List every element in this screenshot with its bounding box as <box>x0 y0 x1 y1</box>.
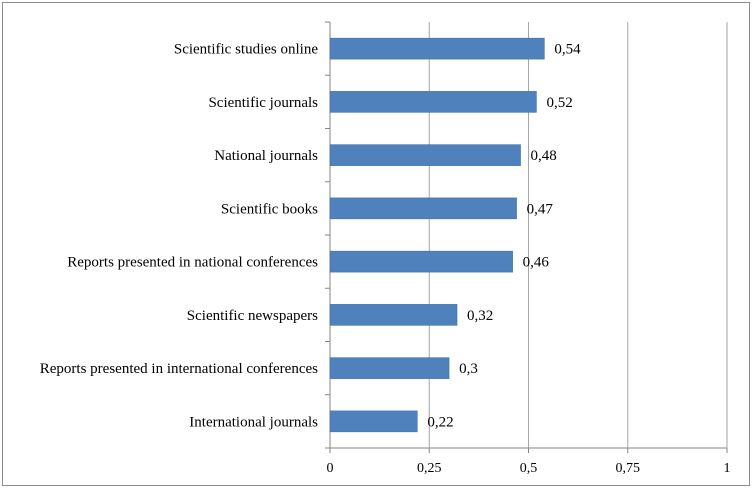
data-label: 0,3 <box>459 361 478 377</box>
gridlines <box>325 21 728 453</box>
x-tick-label: 0,25 <box>417 461 442 476</box>
bar <box>329 197 517 220</box>
x-tick-label: 0,75 <box>616 461 641 476</box>
bar <box>329 357 450 379</box>
data-label: 0,48 <box>531 148 557 164</box>
bar <box>329 304 458 326</box>
data-label: 0,22 <box>427 414 453 430</box>
bars <box>329 37 545 433</box>
data-label: 0,47 <box>527 201 554 217</box>
data-label: 0,54 <box>554 42 581 58</box>
category-label: National journals <box>214 148 318 164</box>
data-label: 0,52 <box>546 95 572 111</box>
labels: 0 0,25 0,5 0,75 1 0,54 Scientific studies onli… <box>40 42 731 476</box>
chart-frame <box>2 2 750 486</box>
x-tick-label: 1 <box>724 461 731 476</box>
bar <box>329 410 418 433</box>
category-label: International journals <box>189 414 318 430</box>
x-tick-label: 0,5 <box>520 461 538 476</box>
data-label: 0,32 <box>467 308 493 324</box>
category-label: Reports presented in national conference… <box>67 255 318 271</box>
bar <box>329 250 513 273</box>
category-label: Scientific studies online <box>174 42 318 58</box>
bar <box>329 144 521 166</box>
bar <box>329 37 545 60</box>
data-label: 0,46 <box>523 255 550 271</box>
category-label: Scientific newspapers <box>187 308 318 324</box>
category-label: Reports presented in international confe… <box>40 361 318 377</box>
x-tick-label: 0 <box>327 461 334 476</box>
category-label: Scientific journals <box>208 95 318 111</box>
category-label: Scientific books <box>221 201 318 217</box>
bar <box>329 91 537 113</box>
